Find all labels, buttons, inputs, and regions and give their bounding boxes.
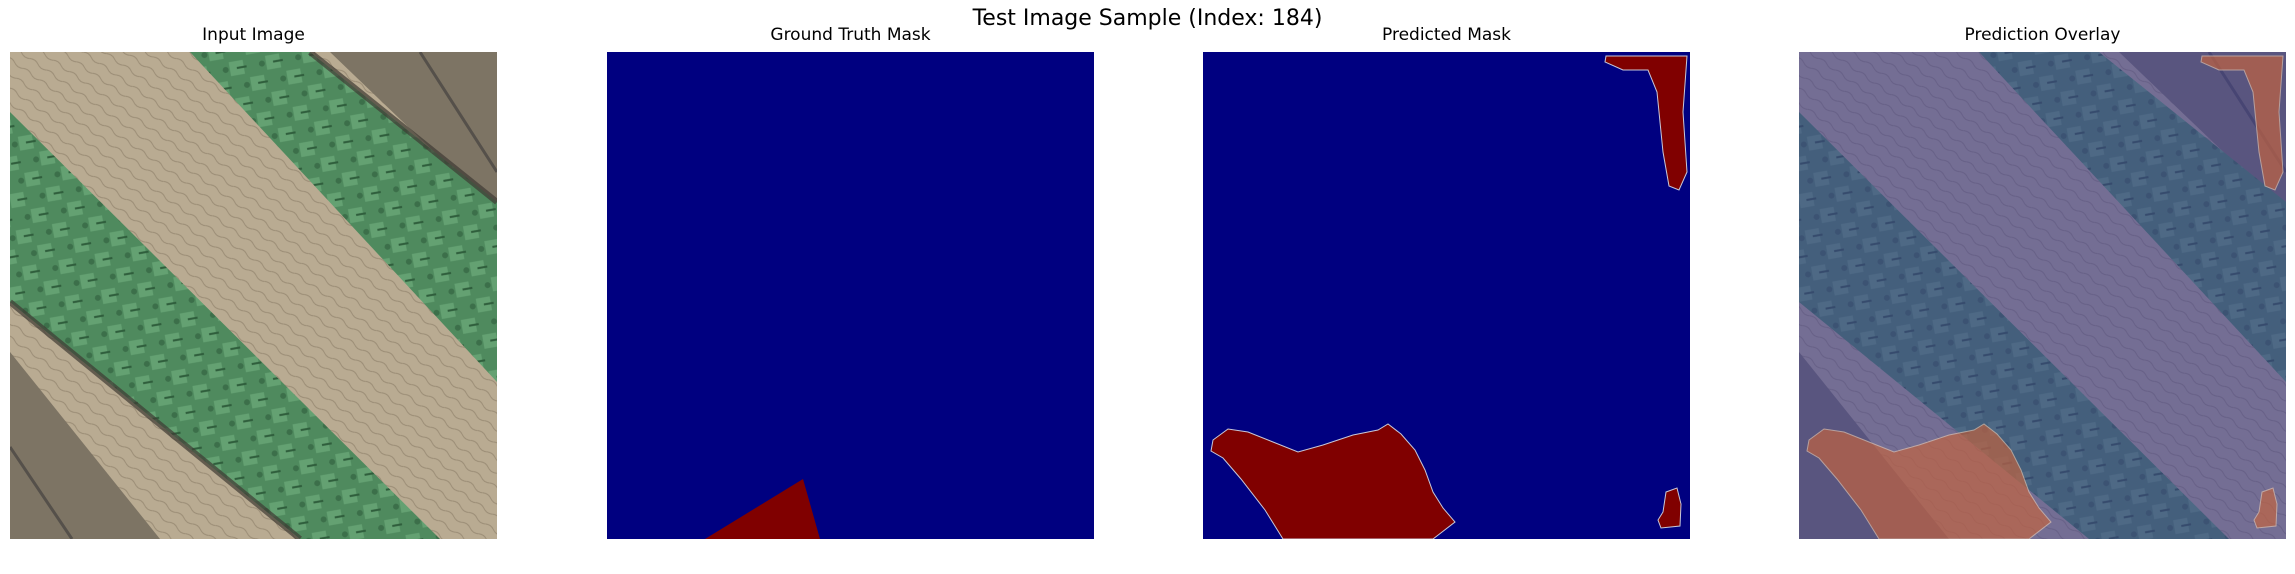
ground-truth-panel: Ground Truth Mask	[607, 52, 1094, 539]
background-region	[607, 52, 1094, 539]
ground-truth-mask	[607, 52, 1094, 539]
input-image-title: Input Image	[10, 23, 497, 47]
overlay-panel: Prediction Overlay	[1799, 52, 2286, 539]
predicted-mask-panel: Predicted Mask	[1203, 52, 1690, 539]
ground-truth-title: Ground Truth Mask	[607, 23, 1094, 47]
input-image	[10, 52, 497, 539]
predicted-mask-title: Predicted Mask	[1203, 23, 1690, 47]
input-image-panel: Input Image	[10, 52, 497, 539]
overlay-image	[1799, 52, 2286, 539]
predicted-mask	[1203, 52, 1690, 539]
overlay-title: Prediction Overlay	[1799, 23, 2286, 47]
